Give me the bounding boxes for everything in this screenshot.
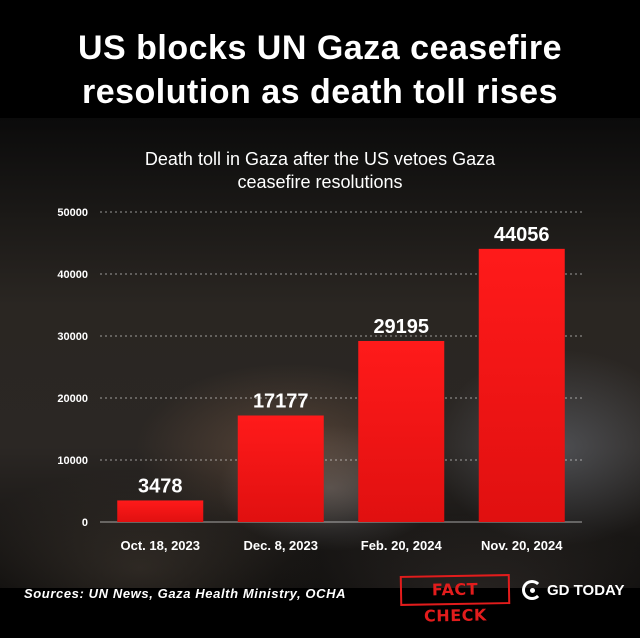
gd-today-logo-icon xyxy=(522,580,542,600)
bar-value-label: 17177 xyxy=(253,391,309,413)
bar xyxy=(237,415,324,522)
x-tick-label: Nov. 20, 2024 xyxy=(481,538,563,553)
headline-line-1: US blocks UN Gaza ceasefire xyxy=(77,29,563,67)
x-tick-label: Oct. 18, 2023 xyxy=(121,538,201,553)
bar xyxy=(358,340,445,522)
sources-text: Sources: UN News, Gaza Health Ministry, … xyxy=(24,586,347,601)
chart-title: Death toll in Gaza after the US vetoes G… xyxy=(70,148,570,194)
bar-value-label: 3478 xyxy=(138,475,183,497)
headline-line-2: resolution as death toll rises xyxy=(81,73,558,111)
chart-title-line-2: ceasefire resolutions xyxy=(237,172,403,192)
y-tick-label: 30000 xyxy=(57,331,88,343)
chart-title-line-1: Death toll in Gaza after the US vetoes G… xyxy=(144,149,496,169)
y-tick-label: 50000 xyxy=(57,207,88,219)
gd-today-logo: GD TODAY xyxy=(522,576,625,604)
fact-check-stamp: FACT CHECK xyxy=(399,574,511,626)
gd-today-logo-text: GD TODAY xyxy=(547,581,625,599)
headline: US blocks UN Gaza ceasefire resolution a… xyxy=(0,26,640,114)
y-tick-label: 0 xyxy=(82,517,88,529)
y-tick-label: 20000 xyxy=(57,393,88,405)
bar xyxy=(478,248,565,523)
bar xyxy=(117,500,204,522)
y-tick-label: 40000 xyxy=(57,269,88,281)
bar-value-label: 44056 xyxy=(494,224,550,246)
bar-value-label: 29195 xyxy=(373,316,429,338)
x-tick-label: Feb. 20, 2024 xyxy=(361,538,443,553)
x-tick-label: Dec. 8, 2023 xyxy=(244,538,318,553)
y-tick-label: 10000 xyxy=(57,455,88,467)
